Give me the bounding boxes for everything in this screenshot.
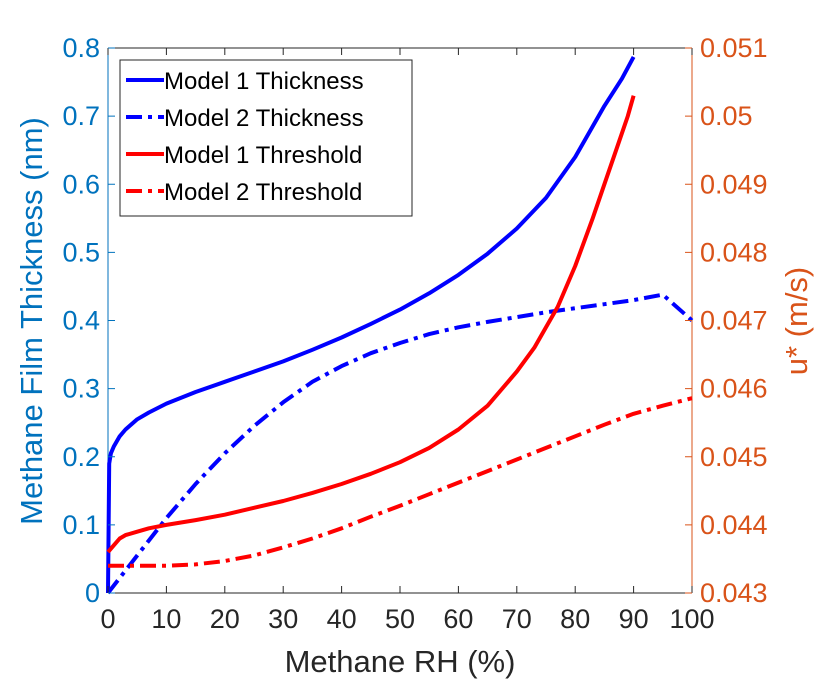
x-tick-label: 70: [502, 604, 532, 634]
left-y-axis-title: Methane Film Thickness (nm): [14, 117, 49, 525]
series-line-model-2-threshold: [108, 396, 693, 568]
x-tick-label: 40: [327, 604, 357, 634]
left-y-tick-label: 0.8: [62, 33, 100, 63]
right-y-tick-label: 0.044: [700, 510, 768, 540]
right-y-tick-label: 0.045: [700, 442, 768, 472]
x-tick-label: 60: [443, 604, 473, 634]
x-tick-label: 50: [385, 604, 415, 634]
legend-label: Model 2 Threshold: [164, 179, 362, 206]
left-y-tick-label: 0.3: [62, 374, 100, 404]
x-tick-label: 30: [268, 604, 298, 634]
right-y-tick-label: 0.043: [700, 578, 768, 608]
left-y-tick-label: 0.1: [62, 510, 100, 540]
x-tick-label: 100: [669, 604, 714, 634]
right-y-tick-label: 0.046: [700, 374, 768, 404]
x-tick-label: 0: [100, 604, 115, 634]
legend-label: Model 2 Thickness: [164, 105, 364, 132]
series-layer: [106, 55, 694, 595]
right-y-tick-label: 0.05: [700, 101, 753, 131]
left-y-tick-label: 0.6: [62, 169, 100, 199]
x-tick-label: 10: [151, 604, 181, 634]
right-y-tick-label: 0.051: [700, 33, 768, 63]
ticks-layer: 0 10 20 30 40 50 60 70 80 90 100 0 0.1 0.2 0.3 0.4 0.5 0.…: [62, 33, 767, 634]
right-y-tick-label: 0.047: [700, 306, 768, 336]
left-y-tick-label: 0.4: [62, 306, 100, 336]
legend-label: Model 1 Thickness: [164, 68, 364, 95]
left-y-tick-label: 0.5: [62, 237, 100, 267]
legend-label: Model 1 Threshold: [164, 142, 362, 169]
x-tick-label: 80: [560, 604, 590, 634]
legend: Model 1 Thickness Model 2 Thickness Model …: [119, 59, 413, 217]
x-tick-label: 20: [210, 604, 240, 634]
left-y-tick-label: 0: [85, 578, 100, 608]
legend-box: [119, 59, 413, 217]
x-axis-title: Methane RH (%): [285, 644, 516, 679]
right-y-tick-label: 0.048: [700, 237, 768, 267]
series-line-model-1-threshold: [106, 95, 636, 554]
x-tick-label: 90: [619, 604, 649, 634]
series-line-model-1-thickness: [106, 55, 636, 594]
right-y-axis-title: u* (m/s): [779, 267, 814, 376]
series-line-model-2-thickness: [106, 292, 694, 595]
left-y-tick-label: 0.2: [62, 442, 100, 472]
left-y-tick-label: 0.7: [62, 101, 100, 131]
right-y-tick-label: 0.049: [700, 169, 768, 199]
